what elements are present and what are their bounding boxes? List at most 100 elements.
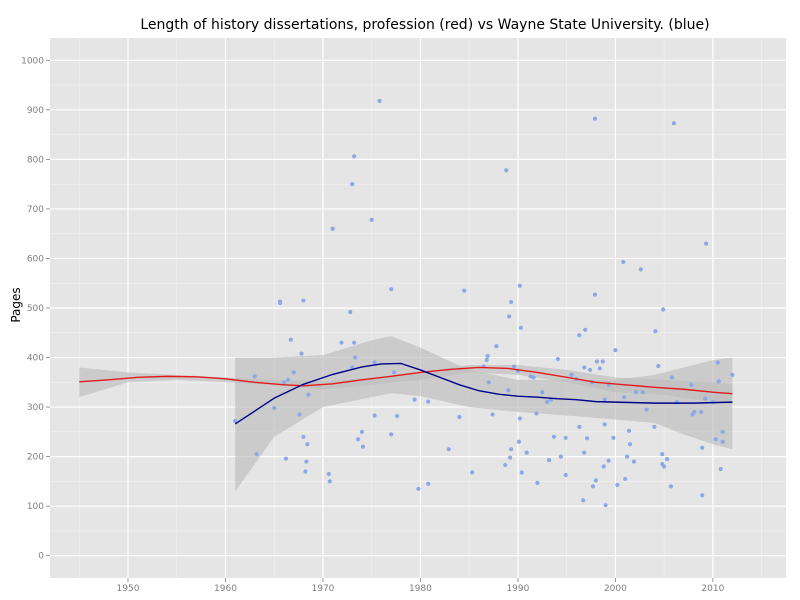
data-point bbox=[531, 375, 536, 380]
smooth-lines bbox=[79, 362, 733, 425]
data-point bbox=[394, 413, 400, 419]
data-point bbox=[569, 372, 574, 377]
data-point bbox=[656, 363, 661, 369]
data-point bbox=[291, 370, 296, 375]
data-point bbox=[485, 353, 490, 359]
data-point bbox=[511, 364, 517, 369]
data-point bbox=[535, 480, 540, 485]
x-tick-label: 1990 bbox=[506, 584, 529, 594]
data-point bbox=[272, 405, 277, 411]
data-point bbox=[664, 457, 670, 462]
y-tick-label: 800 bbox=[27, 155, 44, 165]
y-tick-label: 100 bbox=[27, 502, 44, 512]
x-tick-label: 1960 bbox=[214, 584, 237, 594]
data-point bbox=[700, 445, 705, 450]
data-point bbox=[699, 409, 704, 415]
data-point bbox=[372, 360, 377, 365]
data-point bbox=[299, 351, 304, 356]
data-point bbox=[360, 444, 366, 449]
data-point bbox=[545, 400, 550, 405]
data-point bbox=[606, 458, 611, 463]
data-point bbox=[304, 459, 309, 464]
data-point bbox=[283, 456, 289, 461]
data-point bbox=[377, 98, 382, 104]
data-point bbox=[615, 482, 620, 487]
data-point bbox=[551, 434, 557, 439]
data-point bbox=[534, 411, 539, 416]
data-point bbox=[583, 327, 588, 332]
y-axis-title: Pages bbox=[9, 287, 23, 322]
data-point bbox=[426, 399, 431, 404]
profession-smooth-line bbox=[79, 366, 733, 395]
data-point bbox=[518, 325, 523, 330]
data-point bbox=[669, 375, 675, 380]
data-point bbox=[254, 452, 259, 457]
data-point bbox=[392, 370, 397, 375]
data-point bbox=[252, 374, 257, 379]
data-point bbox=[633, 390, 638, 395]
data-point bbox=[627, 442, 633, 447]
data-point bbox=[470, 470, 475, 475]
y-tick-label: 300 bbox=[27, 403, 44, 413]
data-point bbox=[661, 307, 666, 312]
data-point bbox=[671, 121, 676, 126]
data-point bbox=[508, 299, 514, 305]
data-point bbox=[524, 450, 529, 455]
data-point bbox=[702, 396, 708, 401]
data-point bbox=[563, 472, 568, 478]
data-point bbox=[703, 241, 709, 246]
data-point bbox=[715, 360, 720, 365]
data-points bbox=[233, 98, 735, 508]
axis-ticks: 1950 1960 1970 1980 1990 2000 2010 0 100 200 300 40… bbox=[21, 56, 725, 594]
data-point bbox=[369, 217, 374, 222]
y-tick-label: 400 bbox=[27, 354, 44, 364]
data-point bbox=[288, 337, 293, 342]
data-point bbox=[602, 422, 607, 427]
data-point bbox=[457, 414, 462, 420]
y-tick-label: 700 bbox=[27, 205, 44, 215]
data-point bbox=[389, 432, 394, 437]
data-point bbox=[372, 413, 377, 418]
data-point bbox=[590, 484, 596, 489]
data-point bbox=[389, 287, 394, 292]
data-point bbox=[602, 397, 607, 402]
data-point bbox=[621, 259, 626, 265]
y-tick-label: 600 bbox=[27, 254, 44, 264]
data-point bbox=[592, 116, 598, 121]
data-point bbox=[446, 447, 451, 452]
data-point bbox=[713, 437, 718, 442]
data-point bbox=[326, 471, 331, 477]
data-point bbox=[594, 359, 599, 364]
data-point bbox=[484, 357, 489, 363]
data-point bbox=[486, 380, 491, 385]
data-point bbox=[577, 424, 582, 429]
data-point bbox=[494, 344, 499, 349]
data-point bbox=[652, 424, 657, 429]
data-point bbox=[600, 359, 605, 364]
data-point bbox=[581, 498, 586, 503]
data-point bbox=[700, 493, 705, 498]
data-point bbox=[626, 428, 632, 433]
data-point bbox=[692, 409, 697, 415]
data-point bbox=[352, 340, 357, 345]
data-point bbox=[330, 226, 335, 231]
data-point bbox=[339, 340, 344, 345]
data-point bbox=[653, 329, 658, 334]
data-point bbox=[355, 437, 361, 442]
data-point bbox=[640, 390, 645, 395]
data-point bbox=[281, 380, 287, 385]
data-point bbox=[622, 395, 627, 400]
data-point bbox=[585, 436, 590, 441]
data-point bbox=[540, 390, 545, 395]
data-point bbox=[352, 154, 357, 159]
data-point bbox=[597, 366, 602, 371]
data-point bbox=[305, 442, 310, 447]
data-point bbox=[503, 462, 508, 468]
data-point bbox=[720, 439, 725, 444]
data-point bbox=[644, 407, 649, 412]
data-point bbox=[507, 314, 512, 319]
data-point bbox=[662, 464, 667, 469]
data-point bbox=[490, 412, 495, 417]
x-tick-label: 1980 bbox=[409, 584, 432, 594]
